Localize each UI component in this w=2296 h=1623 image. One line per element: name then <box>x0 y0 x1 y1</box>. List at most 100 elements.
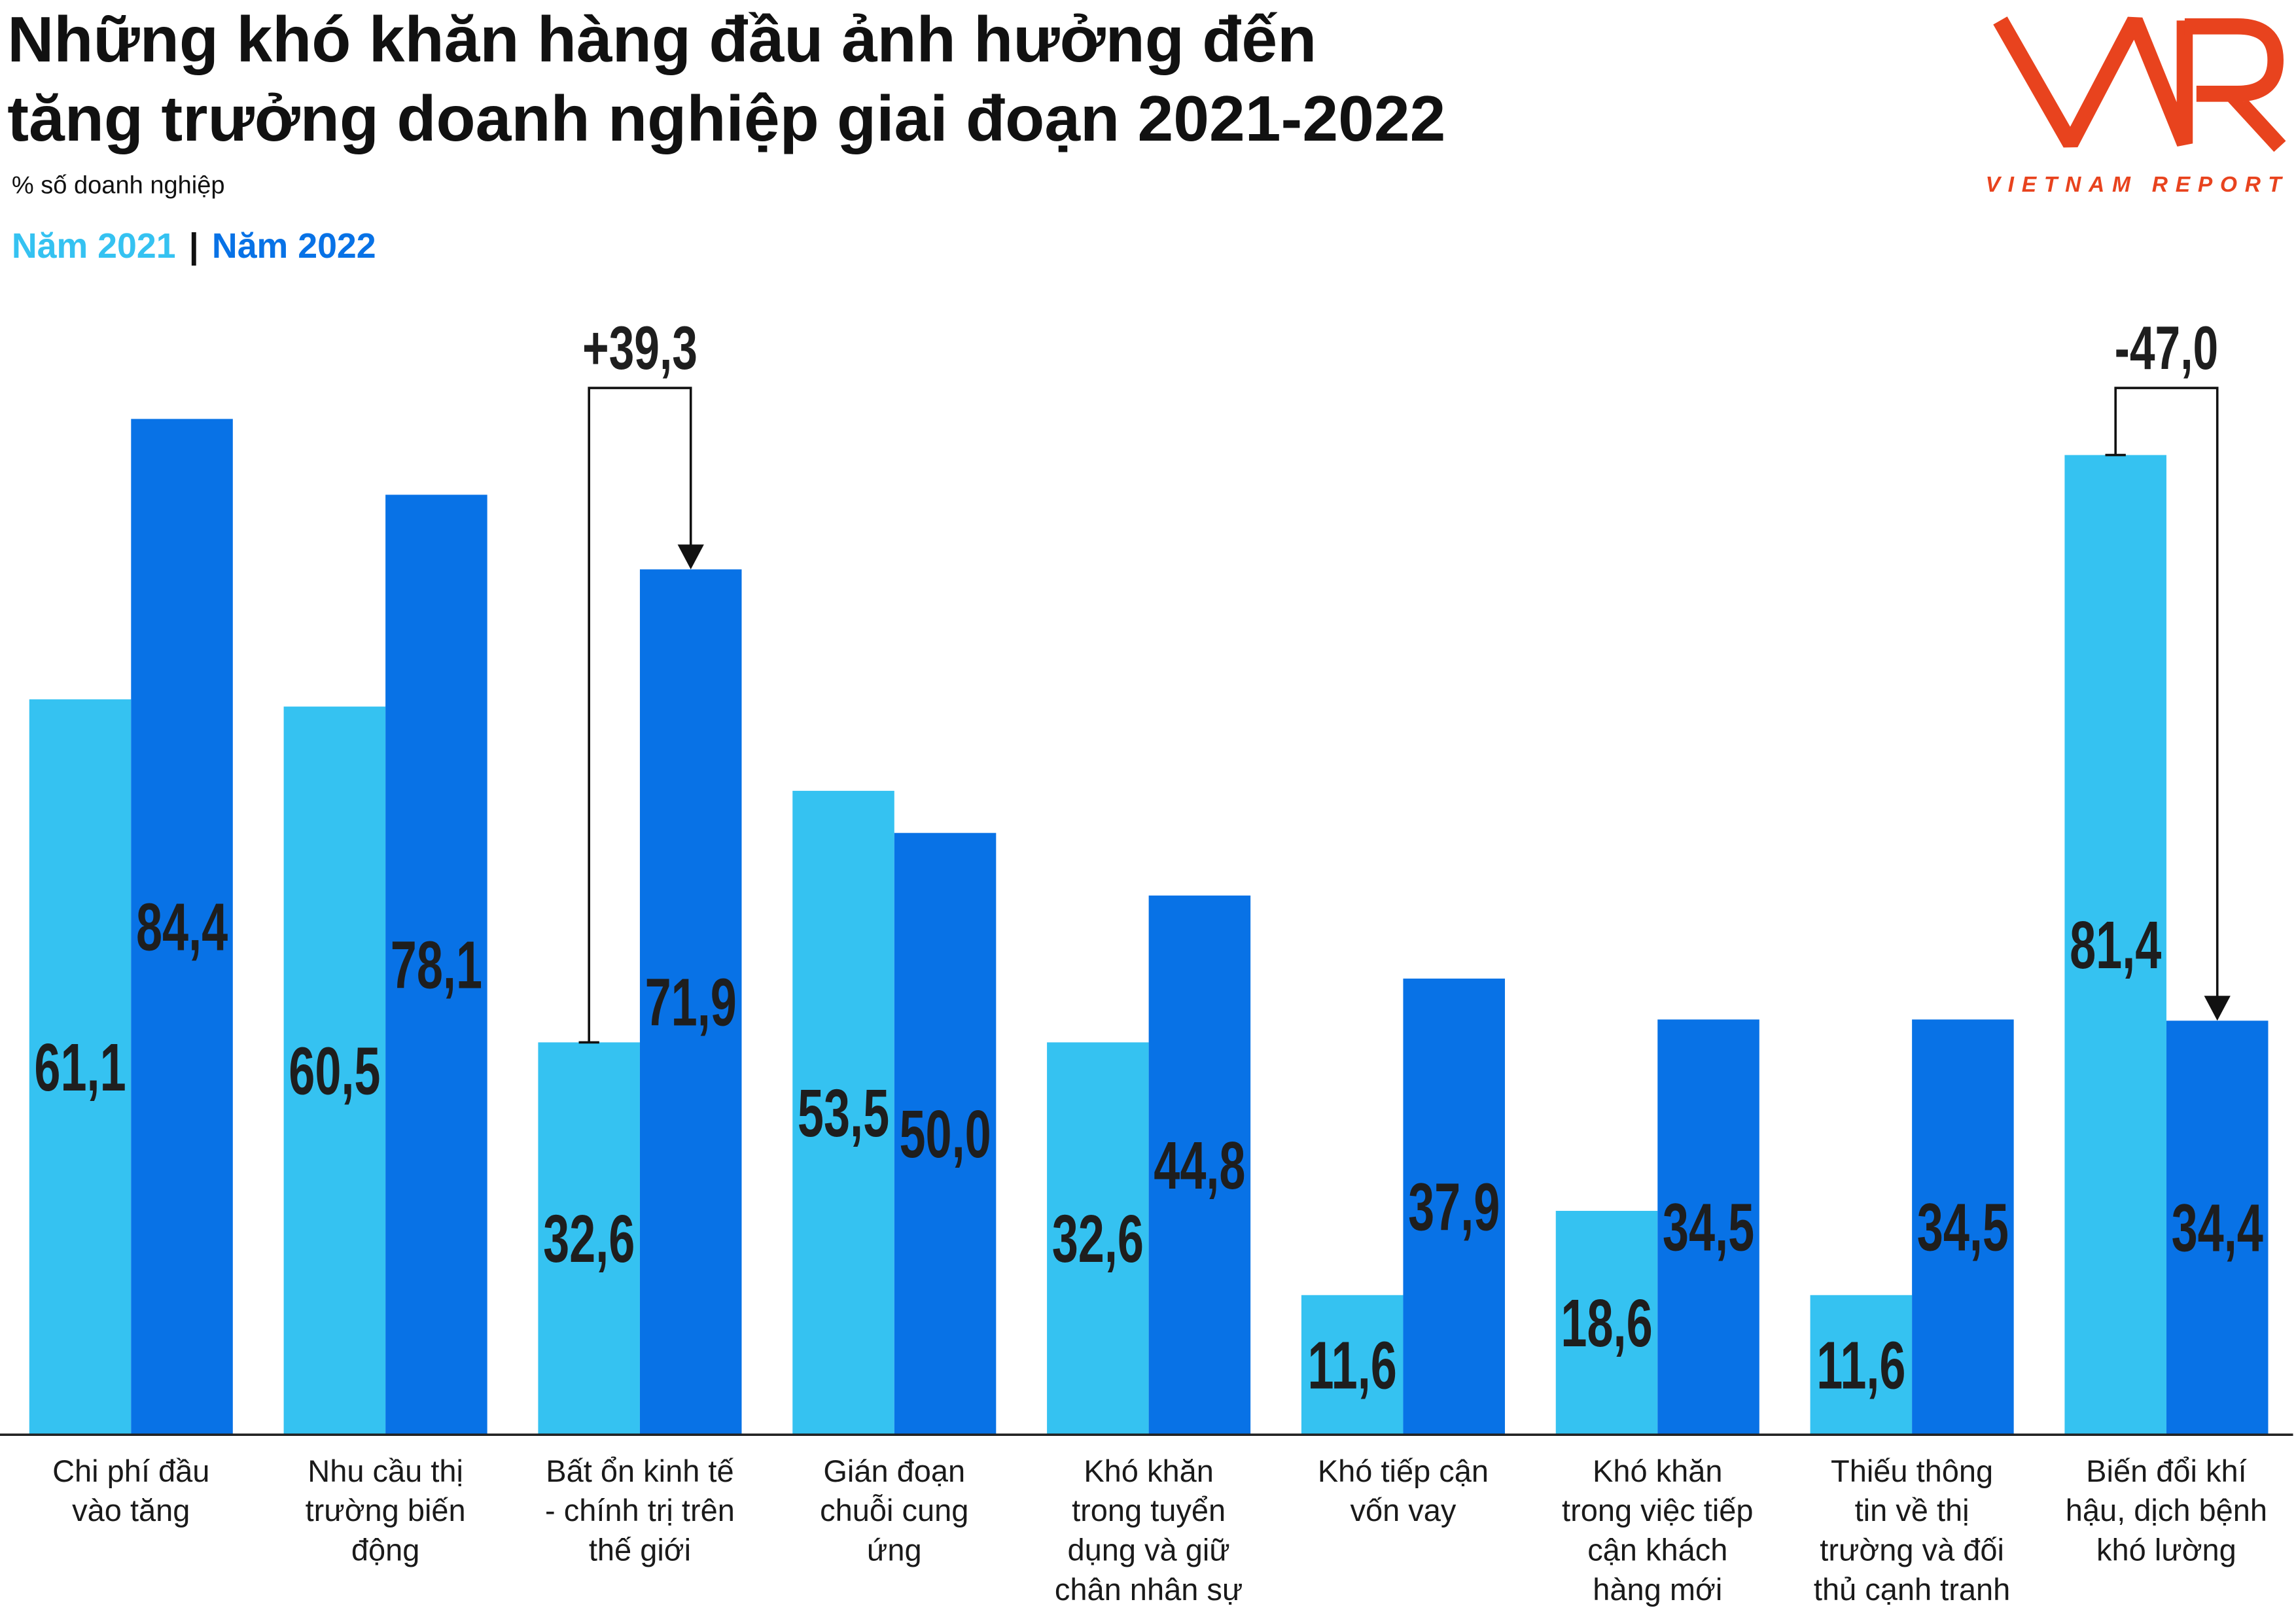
category-label-line: trong tuyển <box>1072 1493 1226 1527</box>
value-label-2022: 34,4 <box>2172 1191 2263 1266</box>
value-label-2021: 18,6 <box>1561 1285 1652 1361</box>
category-label-line: Chi phí đầu <box>52 1454 209 1488</box>
annotation-label: -47,0 <box>2115 313 2219 383</box>
category-label-line: thế giới <box>589 1533 691 1567</box>
bar-2021 <box>792 790 894 1435</box>
category-label-line: trong việc tiếp <box>1562 1493 1754 1527</box>
bar-group: 11,634,5 Thiếu thông tin về thị trường và đ… <box>1810 1019 2014 1607</box>
bar-2022 <box>894 833 997 1435</box>
category-label-line: thủ cạnh tranh <box>1814 1572 2010 1607</box>
category-label-line: trường và đối <box>1820 1533 2004 1567</box>
category-label: Biến đổi khí hậu, dịch bệnh khó lường <box>2066 1454 2267 1567</box>
bar-2022 <box>385 495 487 1435</box>
category-label-line: tin về thị <box>1855 1493 1969 1527</box>
value-label-2022: 71,9 <box>645 965 737 1040</box>
bar-2021 <box>283 707 386 1435</box>
category-label-line: Khó khăn <box>1084 1454 1214 1488</box>
bar-2021 <box>538 1042 640 1435</box>
category-label-line: cận khách <box>1587 1533 1727 1567</box>
category-label-line: vốn vay <box>1350 1493 1456 1527</box>
bar-2022 <box>2166 1021 2269 1435</box>
bar-group: 11,6 37,9 Khó tiếp cận vốn vay <box>1301 978 1505 1527</box>
category-label-line: Khó khăn <box>1593 1454 1723 1488</box>
category-label-line: Khó tiếp cận <box>1318 1454 1489 1488</box>
category-label: Khó tiếp cận vốn vay <box>1318 1454 1489 1527</box>
vnr-logo-r-shape <box>2184 18 2286 152</box>
unit-subtitle: % số doanh nghiệp <box>12 171 225 199</box>
annotation-bracket <box>2114 387 2219 998</box>
category-label-line: chuỗi cung <box>820 1493 968 1527</box>
bar-group: 61,184,4 Chi phí đầu vào tăng <box>29 419 233 1527</box>
value-label-2022: 84,4 <box>136 890 228 965</box>
bar-2021 <box>1047 1042 1149 1435</box>
annotation-arrowhead <box>2204 996 2231 1021</box>
bar-group: 32,6 71,9 Bất ổn kinh tế - chính trị trên th… <box>538 569 742 1567</box>
bar-group: 53,5 50,0 Gián đoạn chuỗi cung ứng <box>792 790 997 1567</box>
category-label: Khó khăn trong việc tiếp cận khách hàng mới <box>1562 1454 1754 1607</box>
value-label-2021: 53,5 <box>798 1075 889 1151</box>
bar-2022 <box>639 569 742 1435</box>
bar-chart-plot: 61,184,4 Chi phí đầu vào tăng 60,578,1 Nhu c… <box>0 313 2293 1607</box>
category-label-line: vào tăng <box>72 1493 190 1527</box>
bar-2022 <box>1912 1019 2014 1435</box>
annotation-label: +39,3 <box>582 313 698 383</box>
value-label-2021: 11,6 <box>1816 1328 1905 1403</box>
value-label-2021: 32,6 <box>1052 1201 1144 1276</box>
category-label-line: Gián đoạn <box>823 1454 965 1488</box>
value-label-2022: 34,5 <box>1663 1190 1754 1265</box>
value-label-2021: 32,6 <box>543 1201 635 1276</box>
category-label-line: hậu, dịch bệnh <box>2066 1493 2267 1527</box>
bar-2022 <box>1657 1019 1759 1435</box>
annotation-bracket <box>588 387 692 1043</box>
value-label-2022: 50,0 <box>899 1096 991 1172</box>
change-annotation: +39,3 <box>578 313 704 1044</box>
category-label-line: khó lường <box>2096 1533 2236 1567</box>
chart-title-line-2: tăng trưởng doanh nghiệp giai đoạn 2021-… <box>7 82 1445 154</box>
category-label-line: Biến đổi khí <box>2086 1454 2247 1488</box>
category-label-line: hàng mới <box>1593 1572 1722 1607</box>
category-label-line: - chính trị trên <box>545 1493 735 1527</box>
chart-title-line-1: Những khó khăn hàng đầu ảnh hưởng đến <box>7 3 1316 75</box>
category-label: Nhu cầu thị trường biến động <box>306 1454 466 1567</box>
category-label: Khó khăn trong tuyển dụng và giữ chân nhân … <box>1055 1454 1243 1607</box>
vnr-logo-mark <box>1993 16 2286 152</box>
bar-2021 <box>29 699 132 1435</box>
value-label-2021: 61,1 <box>34 1030 126 1105</box>
category-label: Gián đoạn chuỗi cung ứng <box>820 1454 968 1567</box>
value-label-2021: 11,6 <box>1308 1328 1397 1403</box>
legend-item-2021: Năm 2021 <box>12 226 176 266</box>
category-label-line: Bất ổn kinh tế <box>546 1454 733 1488</box>
category-label-line: trường biến <box>306 1493 466 1527</box>
annotation-arrowhead <box>677 544 704 570</box>
vnr-logo-vn-shape <box>1993 16 2193 148</box>
category-label: Chi phí đầu vào tăng <box>52 1454 209 1527</box>
category-label-line: Thiếu thông <box>1831 1454 1993 1488</box>
change-annotation: -47,0 <box>2105 313 2231 1021</box>
bar-group: 32,644,8 Khó khăn trong tuyển dụng và giữ ch… <box>1047 895 1251 1607</box>
category-label-line: ứng <box>867 1533 922 1567</box>
legend-item-2022: Năm 2022 <box>212 226 376 266</box>
bar-2021 <box>1301 1295 1404 1435</box>
bar-2022 <box>131 419 233 1435</box>
category-label-line: động <box>351 1533 420 1567</box>
category-label: Bất ổn kinh tế - chính trị trên thế giới <box>545 1454 735 1567</box>
value-label-2021: 81,4 <box>2070 907 2161 983</box>
value-label-2022: 44,8 <box>1154 1128 1245 1203</box>
bar-group: 81,4 34,4 Biến đổi khí hậu, dịch bệnh khó lư… <box>2064 455 2269 1567</box>
bar-2021 <box>2064 455 2166 1435</box>
category-label-line: dụng và giữ <box>1067 1533 1229 1567</box>
bar-2022 <box>1403 978 1505 1435</box>
category-label-line: Nhu cầu thị <box>308 1454 463 1488</box>
bar-2021 <box>1555 1210 1658 1435</box>
bar-2022 <box>1148 895 1251 1435</box>
bar-2021 <box>1810 1295 1913 1435</box>
value-label-2021: 60,5 <box>289 1034 380 1109</box>
value-label-2022: 78,1 <box>391 928 482 1003</box>
chart-title: Những khó khăn hàng đầu ảnh hưởng đến tăn… <box>7 3 1445 154</box>
legend: Năm 2021 | Năm 2022 <box>12 226 376 266</box>
category-label-line: chân nhân sự <box>1055 1572 1243 1607</box>
value-label-2022: 34,5 <box>1917 1190 2009 1265</box>
category-label: Thiếu thông tin về thị trường và đối thủ cạ… <box>1814 1454 2010 1607</box>
bar-group: 18,634,5 Khó khăn trong việc tiếp cận khách… <box>1555 1019 1759 1607</box>
